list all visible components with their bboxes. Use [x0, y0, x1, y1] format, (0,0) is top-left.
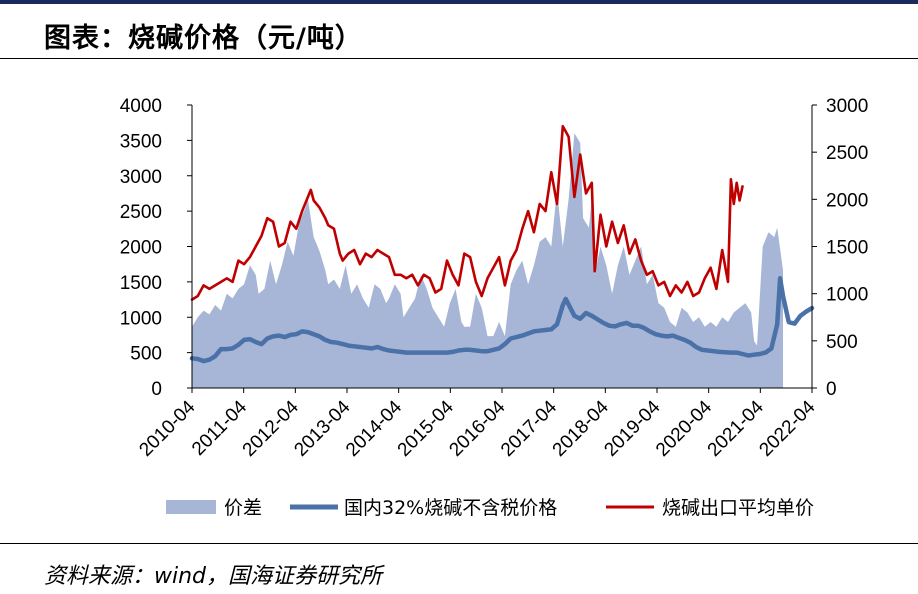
left-tick-label: 3000 [120, 167, 162, 188]
x-tick-label: 2022-04 [755, 396, 819, 460]
legend: 价差 国内32%烧碱不含税价格 烧碱出口平均单价 [166, 497, 814, 519]
legend-swatch-spread [166, 500, 216, 514]
series-line-domestic-price [189, 276, 815, 364]
left-tick-label: 1000 [120, 308, 162, 329]
top-rule [0, 0, 918, 4]
x-tick-label: 2016-04 [445, 396, 509, 460]
line-layer [189, 124, 815, 364]
x-tick-label: 2015-04 [394, 396, 458, 460]
right-tick-label: 1000 [826, 285, 868, 306]
x-tick-label: 2021-04 [704, 396, 768, 460]
source-note: 资料来源：wind，国海证券研究所 [44, 564, 383, 589]
series-line-export-price [190, 124, 744, 301]
legend-label-spread: 价差 [224, 497, 262, 519]
x-tick-label: 2020-04 [652, 396, 716, 460]
x-tick-label: 2010-04 [135, 396, 199, 460]
chart-title: 图表：烧碱价格（元/吨） [44, 23, 363, 54]
title-divider [0, 58, 918, 59]
left-tick-label: 3500 [120, 131, 162, 152]
right-tick-label: 2500 [826, 143, 868, 164]
x-tick-label: 2019-04 [600, 396, 664, 460]
x-tick-label: 2013-04 [290, 396, 354, 460]
left-tick-label: 1500 [120, 273, 162, 294]
x-tick-label: 2012-04 [239, 396, 303, 460]
axis-layer: 0 500 1000 1500 2000 2500 3000 3500 4000 0 500 1000… [120, 96, 869, 461]
x-tick-label: 2014-04 [342, 396, 406, 460]
right-tick-label: 500 [826, 332, 858, 353]
right-tick-label: 0 [826, 379, 837, 400]
right-tick-label: 3000 [826, 96, 868, 117]
left-tick-label: 0 [151, 379, 162, 400]
left-tick-label: 2000 [120, 238, 162, 259]
right-tick-label: 2000 [826, 190, 868, 211]
x-tick-label: 2017-04 [497, 396, 561, 460]
left-tick-label: 2500 [120, 202, 162, 223]
left-tick-label: 4000 [120, 96, 162, 117]
left-tick-label: 500 [130, 344, 162, 365]
legend-label-domestic: 国内32%烧碱不含税价格 [344, 497, 557, 519]
right-tick-label: 1500 [826, 238, 868, 259]
bottom-divider [0, 543, 918, 544]
legend-label-export: 烧碱出口平均单价 [662, 497, 814, 519]
x-tick-label: 2018-04 [549, 396, 613, 460]
